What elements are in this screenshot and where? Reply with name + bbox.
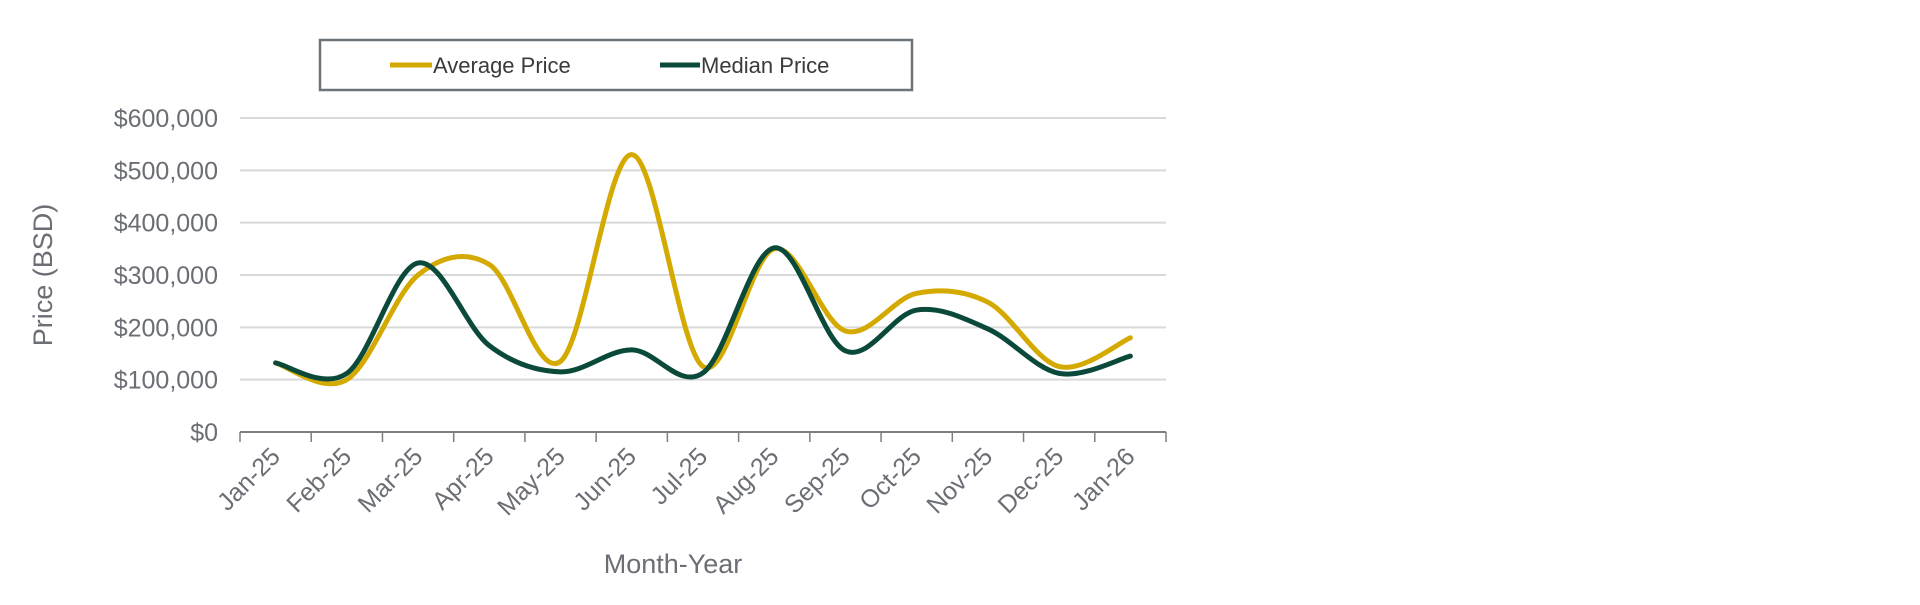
x-tick-label: May-25 [492,442,571,521]
data-point [773,247,775,249]
data-point [631,154,633,156]
x-tick-label: Jan-25 [212,442,286,516]
data-point [844,350,846,352]
x-tick-label: Dec-25 [993,442,1070,519]
legend-label-average: Average Price [433,53,571,78]
x-tick-label: Jan-26 [1067,442,1141,516]
data-point [560,371,562,373]
legend: Average Price Median Price [318,38,914,92]
x-tick-label: Feb-25 [281,442,357,518]
x-tick-label: Aug-25 [708,442,785,519]
y-tick-label: $500,000 [114,157,218,185]
y-tick-label: $200,000 [114,314,218,342]
data-point [560,360,562,362]
data-point [1058,372,1060,374]
data-point [417,262,419,264]
x-tick-label: Mar-25 [353,442,429,518]
x-axis-label: Month-Year [604,549,743,579]
x-tick-label: Oct-25 [854,442,927,515]
x-tick-label: Sep-25 [779,442,856,519]
data-point [1129,355,1131,357]
data-point [702,366,704,368]
x-tick-label: Jun-25 [568,442,642,516]
data-point [488,264,490,266]
data-point [916,309,918,311]
y-tick-label: $0 [190,419,218,447]
data-point [1058,366,1060,368]
x-tick-label: Apr-25 [427,442,500,515]
data-point [702,372,704,374]
data-point [844,330,846,332]
data-point [1129,337,1131,339]
data-point [346,379,348,381]
legend-label-median: Median Price [701,53,829,78]
series-line-average-price [273,152,1133,387]
data-point [275,362,277,364]
y-axis-label: Price (BSD) [28,204,58,347]
x-tick-label: Jul-25 [645,442,713,510]
y-tick-label: $400,000 [114,210,218,238]
data-point [987,301,989,303]
data-point [346,372,348,374]
data-point [631,349,633,351]
data-point [916,292,918,294]
x-tick-label: Nov-25 [921,442,998,519]
data-point [417,274,419,276]
data-point [488,345,490,347]
y-tick-label: $600,000 [114,105,218,133]
y-tick-label: $100,000 [114,367,218,395]
data-point [987,328,989,330]
y-tick-label: $300,000 [114,262,218,290]
